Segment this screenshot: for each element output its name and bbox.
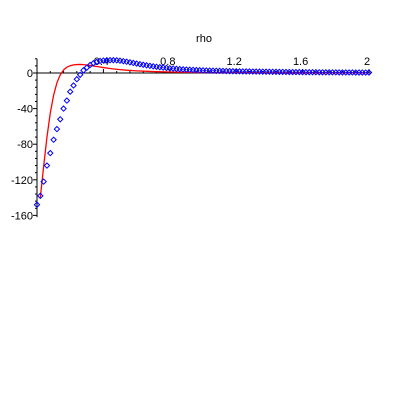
- x-tick-label: 2: [364, 56, 370, 68]
- data-point-diamond: [60, 105, 67, 112]
- y-tick-label: -40: [17, 104, 33, 116]
- x-axis-title: rho: [196, 33, 212, 45]
- data-point-diamond: [73, 75, 81, 83]
- data-point-diamond: [365, 69, 373, 76]
- data-point-diamond: [43, 162, 51, 169]
- data-point-diamond: [53, 125, 61, 133]
- data-point-diamond: [76, 71, 84, 79]
- data-point-diamond: [37, 192, 44, 200]
- data-point-diamond: [46, 149, 54, 157]
- x-tick-label: 1.6: [293, 56, 308, 68]
- data-point-diamond: [33, 201, 41, 209]
- series-line: [39, 63, 370, 198]
- data-point-diamond: [56, 115, 64, 123]
- data-point-diamond: [40, 178, 47, 185]
- x-tick-label: 0.8: [160, 56, 175, 68]
- series-layer: [33, 56, 373, 209]
- data-point-diamond: [80, 67, 87, 74]
- x-tick-label: 1.2: [227, 56, 242, 68]
- data-point-diamond: [93, 58, 101, 66]
- data-point-diamond: [63, 97, 71, 104]
- data-point-diamond: [66, 88, 74, 95]
- data-point-diamond: [83, 64, 91, 71]
- y-tick-label: -120: [11, 175, 33, 187]
- y-tick-label: -160: [11, 210, 33, 222]
- y-tick-label: 0: [27, 68, 33, 80]
- data-point-diamond: [70, 82, 77, 89]
- y-tick-label: -80: [17, 139, 33, 151]
- data-point-diamond: [50, 136, 57, 144]
